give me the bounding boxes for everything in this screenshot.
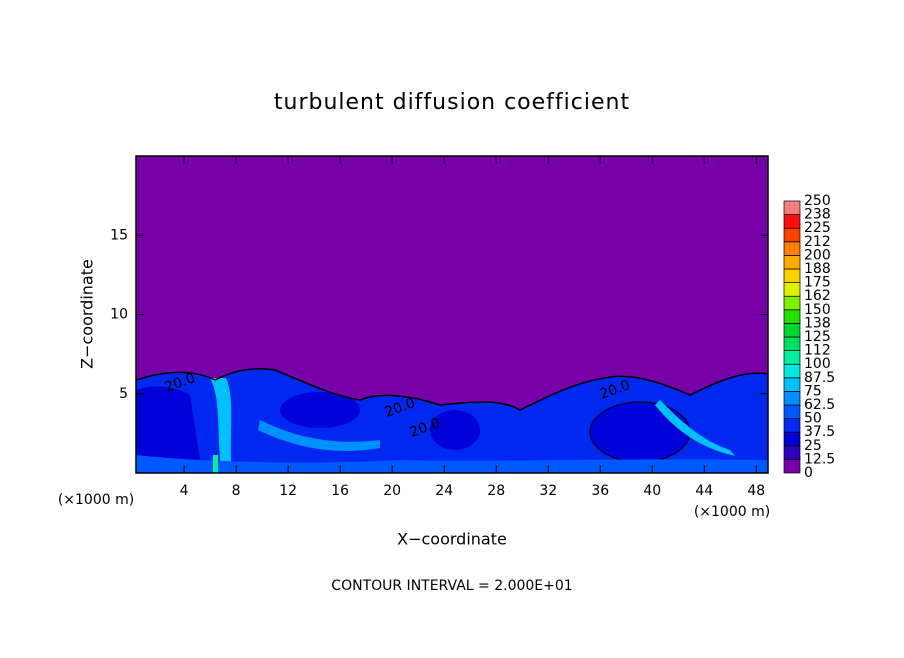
colorbar-swatch [783,227,801,243]
x-tick-label: 40 [643,483,661,499]
colorbar-label: 212 [804,234,831,250]
field-region [655,400,735,456]
colorbar-swatch [783,282,801,297]
colorbar-label: 0 [804,465,813,481]
colorbar-label: 225 [804,220,831,236]
colorbar-swatch [783,350,801,365]
colorbar-label: 238 [804,207,831,223]
x-tick-label: 8 [232,483,241,499]
colorbar-label: 138 [804,315,831,331]
colorbar-swatch [783,363,801,379]
colorbar-swatch [783,241,801,256]
colorbar-swatch [783,391,801,406]
colorbar-swatch [783,295,801,311]
y-axis-label: Z−coordinate [78,259,97,369]
y-tick-label: 15 [110,227,128,243]
x-tick-label: 32 [539,483,557,499]
field [136,156,768,473]
x-tick-label: 16 [331,483,349,499]
colorbar-label: 87.5 [804,370,835,386]
y-tick-label: 10 [110,307,128,323]
colorbar-swatch [783,309,801,324]
colorbar-swatch [783,336,801,351]
colorbar-label: 175 [804,275,831,291]
colorbar-label: 50 [804,411,822,427]
x-axis-unit: (×1000 m) [694,504,770,520]
colorbar-swatch [783,323,801,338]
chart-title: turbulent diffusion coefficient [274,90,630,115]
colorbar-swatch [783,431,801,447]
field-region [258,420,380,451]
contour-line [136,368,768,411]
y-tick-label: 5 [119,386,128,402]
field-region [213,455,218,473]
colorbar-swatch [783,418,801,433]
colorbar-swatch [783,268,801,283]
x-tick-label: 20 [383,483,401,499]
colorbar-label: 37.5 [804,424,835,440]
x-tick-label: 36 [591,483,609,499]
colorbar-label: 162 [804,288,831,304]
colorbar-swatch [783,214,801,229]
colorbar-swatch [783,459,801,474]
colorbar-label: 25 [804,438,822,454]
colorbar-label: 250 [804,193,831,209]
x-tick-label: 28 [487,483,505,499]
field-region [136,455,768,473]
field-region [589,401,691,463]
colorbar-label: 12.5 [804,451,835,467]
field-region [136,386,200,470]
y-axis-unit: (×1000 m) [58,492,134,508]
x-axis-label: X−coordinate [397,530,507,549]
field-region [280,392,360,428]
colorbar-label: 112 [804,343,831,359]
footer: CONTOUR INTERVAL = 2.000E+01 [331,578,572,594]
colorbar-label: 150 [804,302,831,318]
colorbar-label: 62.5 [804,397,835,413]
colorbar-swatch [783,404,801,419]
colorbar-label: 125 [804,329,831,345]
colorbar-label: 200 [804,247,831,263]
field-region [430,410,480,450]
colorbar-swatch [783,255,801,270]
colorbar-label: 75 [804,383,822,399]
x-tick-label: 12 [279,483,297,499]
x-tick-label: 44 [695,483,713,499]
colorbar-label: 188 [804,261,831,277]
colorbar-swatch [783,377,801,392]
x-tick-label: 48 [747,483,765,499]
colorbar-swatch [783,445,801,460]
colorbar-label: 100 [804,356,831,372]
colorbar-swatch [783,200,801,215]
field-region [210,378,232,473]
x-tick-label: 24 [435,483,453,499]
x-tick-label: 4 [180,483,189,499]
